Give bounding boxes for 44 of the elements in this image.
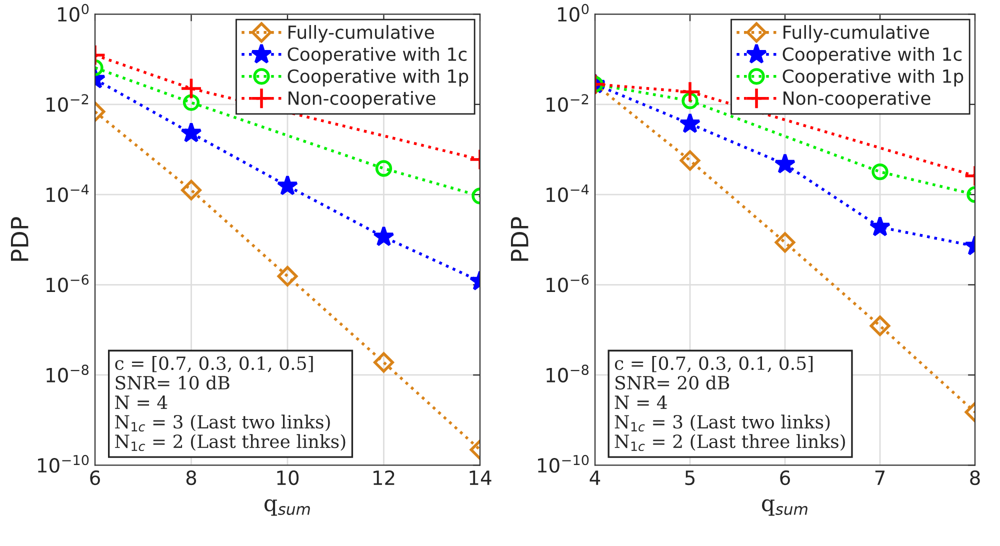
annotation: N = 4: [614, 395, 667, 410]
annotation: N$_{1c}$ = 3 (Last two links): [115, 414, 330, 432]
x-tick-label: 8: [186, 470, 196, 486]
y-axis-title: PDP: [10, 217, 28, 261]
y-tick-label: 10$^{−6}$: [546, 274, 589, 292]
y-tick-label: 10$^{−8}$: [46, 364, 89, 383]
legend-label: Fully-cumulative: [288, 25, 434, 43]
x-tick-label: 12: [374, 470, 394, 485]
y-tick-label: 10$^{−10}$: [538, 454, 589, 473]
y-tick-label: 10$^{−6}$: [46, 274, 89, 292]
x-tick-label: 6: [780, 470, 790, 486]
y-tick-label: 10$^{−10}$: [38, 454, 89, 473]
annotation: N$_{1c}$ = 2 (Last three links): [115, 434, 346, 452]
legend-label: Fully-cumulative: [784, 25, 929, 43]
x-tick-label: 8: [970, 470, 980, 486]
annotation: c = [0.7, 0.3, 0.1, 0.5]: [614, 356, 813, 372]
y-axis-title: PDP: [510, 217, 528, 261]
y-tick-label: 10$^{−4}$: [546, 184, 589, 202]
x-tick-label: 7: [875, 470, 885, 485]
legend-label: Non-cooperative: [288, 90, 436, 108]
annotation: SNR= 10 dB: [116, 376, 230, 390]
x-tick-label: 5: [685, 470, 694, 486]
legend-label: Non-cooperative: [784, 90, 930, 108]
annotation: N$_{1c}$ = 2 (Last three links): [614, 434, 845, 452]
annotation: N = 4: [115, 395, 168, 410]
y-tick-label: 10$^{−2}$: [546, 94, 588, 112]
y-tick-label: 10$^{−2}$: [46, 94, 88, 112]
annotation: N$_{1c}$ = 3 (Last two links): [614, 414, 830, 432]
x-tick-label: 10: [277, 470, 299, 486]
x-tick-label: 6: [90, 470, 100, 486]
y-tick-label: 10$^{0}$: [558, 4, 589, 22]
legend-label: Cooperative with 1c: [782, 47, 962, 64]
annotation: c = [0.7, 0.3, 0.1, 0.5]: [115, 356, 313, 372]
y-tick-label: 10$^{−8}$: [546, 364, 589, 383]
x-axis-title: q$_{sum}$: [264, 499, 310, 516]
legend-label: Cooperative with 1p: [288, 69, 468, 86]
legend-label: Cooperative with 1c: [288, 47, 467, 64]
x-axis-title: q$_{sum}$: [762, 499, 808, 516]
y-tick-label: 10$^{0}$: [58, 4, 89, 22]
x-tick-label: 14: [470, 470, 492, 485]
x-tick-label: 4: [590, 470, 600, 485]
legend-label: Cooperative with 1p: [782, 69, 964, 86]
y-tick-label: 10$^{−4}$: [46, 184, 89, 202]
annotation: SNR= 20 dB: [616, 376, 730, 390]
